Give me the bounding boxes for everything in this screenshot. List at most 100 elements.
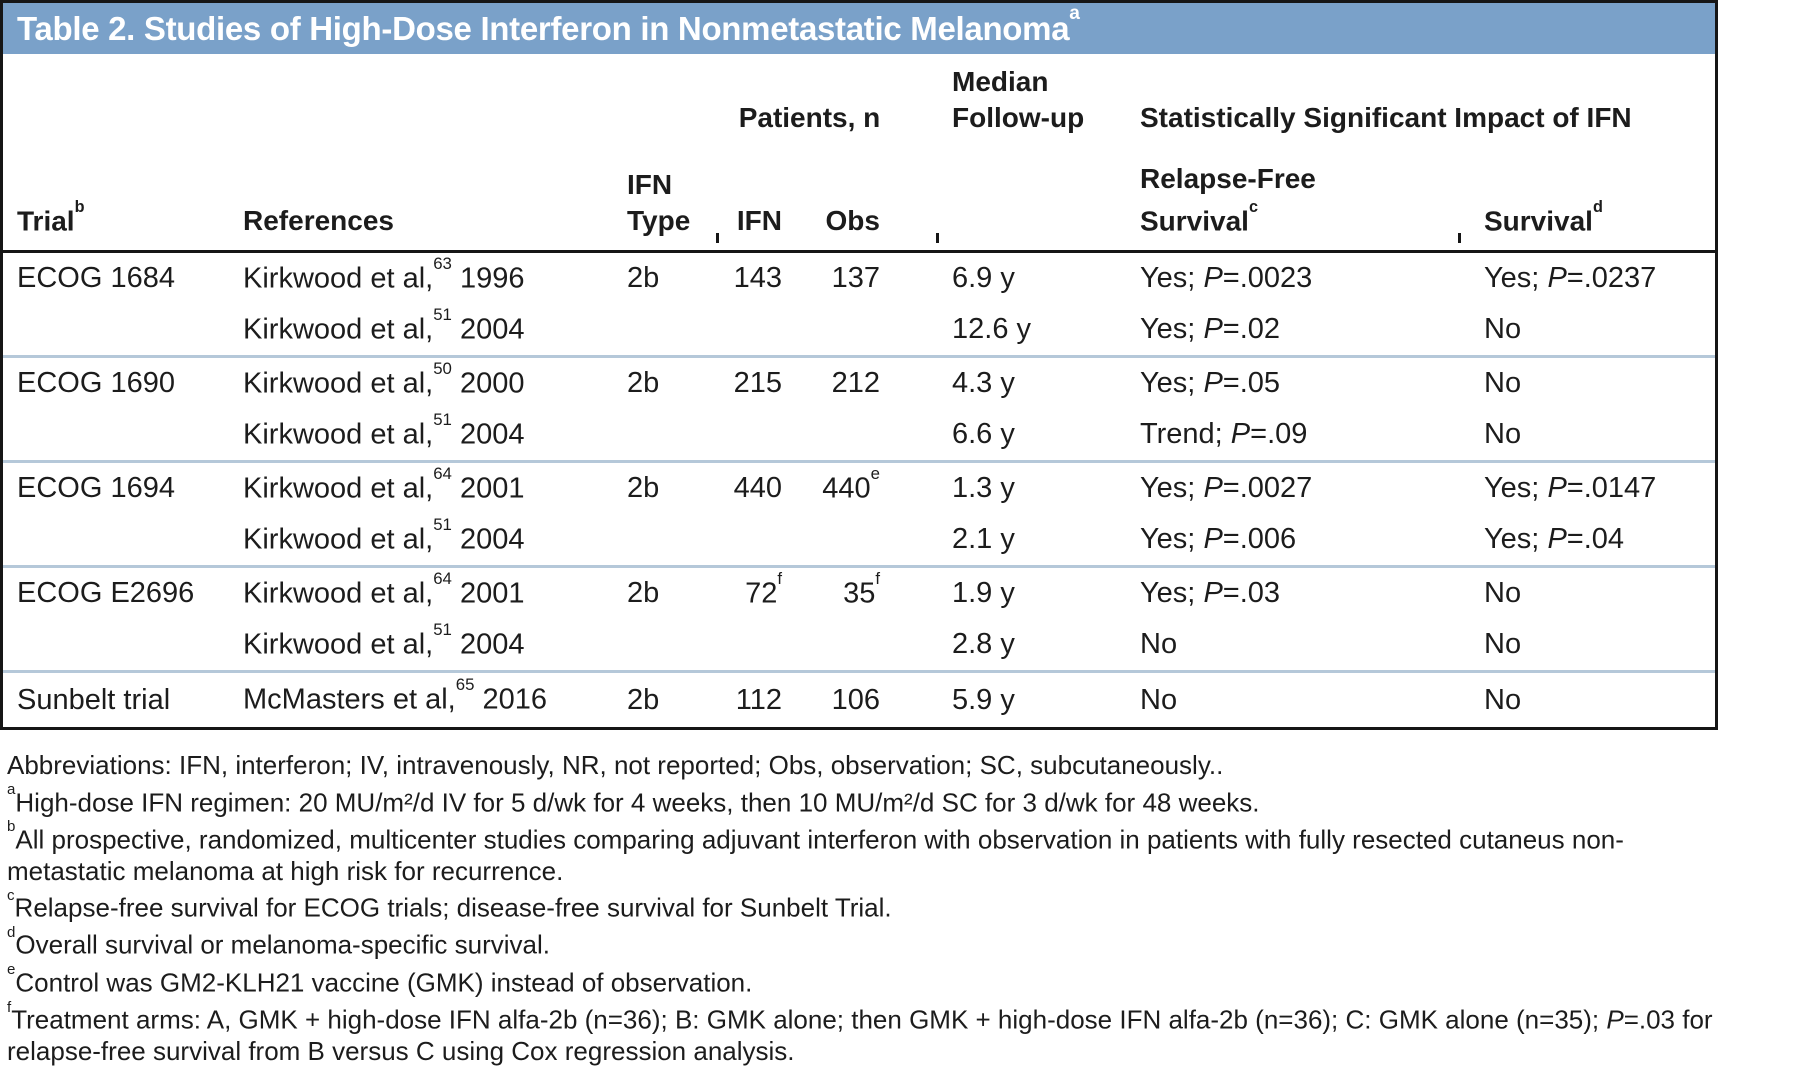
col-header-median-followup: Median Follow-up: [952, 66, 1085, 133]
table-row: Sunbelt trial McMasters et al,65 2016 2b 11…: [3, 672, 1715, 728]
footnote-line: aHigh-dose IFN regimen: 20 MU/m²/d IV fo…: [7, 781, 1260, 818]
col-group-patients: Patients, n: [738, 102, 881, 133]
reference-cell: Kirkwood et al,63 1996: [243, 253, 525, 295]
relapse-free-survival-cell: Yes; P=.006: [1140, 523, 1297, 555]
ifn-n-cell: 112: [735, 683, 782, 716]
survival-cell: Yes; P=.0237: [1484, 262, 1657, 294]
trial-cell: [3, 409, 229, 462]
trial-group: ECOG 1684 Kirkwood et al,63 1996 2b 143 137 6…: [3, 252, 1715, 357]
footnote-line: eControl was GM2-KLH21 vaccine (GMK) ins…: [7, 961, 753, 998]
table-row: Kirkwood et al,51 2004 2.1 y Yes; P=.006 Ye…: [3, 514, 1715, 567]
ifn-type-cell: 2b: [627, 683, 660, 716]
spacer-cell: [3, 54, 229, 141]
relapse-free-survival-cell: Yes; P=.02: [1140, 313, 1281, 345]
obs-n-cell: [801, 409, 906, 462]
table-title-bar: Table 2. Studies of High-Dose Interferon…: [3, 3, 1715, 54]
median-followup-cell: 6.6 y: [952, 418, 1015, 450]
median-followup-cell: 12.6 y: [952, 313, 1031, 345]
ifn-n-cell: 215: [733, 367, 782, 399]
table-row: Kirkwood et al,51 2004 12.6 y Yes; P=.02 No: [3, 304, 1715, 357]
studies-table: Patients, n Median Follow-up Statistical…: [3, 54, 1716, 728]
obs-n-cell: 212: [831, 367, 880, 399]
ifn-type-cell: [613, 619, 713, 672]
table-row: ECOG 1690 Kirkwood et al,50 2000 2b 215 212 4…: [3, 357, 1715, 410]
median-followup-cell: 4.3 y: [952, 367, 1015, 399]
ifn-type-cell: 2b: [627, 577, 660, 609]
reference-cell: Kirkwood et al,64 2001: [243, 463, 525, 505]
relapse-free-survival-cell: No: [1140, 683, 1178, 716]
relapse-free-survival-cell: Yes; P=.03: [1140, 577, 1281, 609]
table-header: Patients, n Median Follow-up Statistical…: [3, 54, 1716, 252]
footnote-line: Abbreviations: IFN, interferon; IV, intr…: [7, 750, 1224, 780]
col-header-ifn-type: IFN Type: [627, 169, 691, 236]
trial-cell: ECOG 1684: [17, 262, 175, 294]
ifn-type-cell: 2b: [627, 262, 660, 294]
obs-n-cell: 137: [831, 262, 880, 294]
obs-n-cell: 35f: [843, 568, 880, 610]
column-divider-stub: [1458, 233, 1461, 243]
reference-cell: Kirkwood et al,64 2001: [243, 568, 525, 610]
ifn-n-cell: [713, 514, 801, 567]
spacer-cell: [906, 141, 1126, 252]
reference-cell: Kirkwood et al,51 2004: [243, 619, 525, 661]
trial-group: ECOG 1694 Kirkwood et al,64 2001 2b 440 440e…: [3, 461, 1716, 567]
relapse-free-survival-cell: Yes; P=.05: [1140, 367, 1281, 399]
median-followup-cell: 6.9 y: [952, 262, 1015, 294]
spacer-cell: [613, 54, 713, 141]
trial-cell: Sunbelt trial: [17, 683, 171, 716]
ifn-n-cell: [713, 304, 801, 357]
ifn-n-cell: [713, 619, 801, 672]
survival-cell: No: [1484, 367, 1522, 399]
relapse-free-survival-cell: Trend; P=.09: [1140, 418, 1308, 450]
median-followup-cell: 2.8 y: [952, 628, 1015, 660]
trial-group: Sunbelt trial McMasters et al,65 2016 2b 11…: [3, 671, 1716, 728]
obs-n-cell: 106: [831, 683, 880, 716]
survival-cell: Yes; P=.04: [1484, 523, 1625, 555]
ifn-n-cell: 440: [733, 472, 782, 504]
obs-n-cell: 440e: [822, 463, 880, 505]
median-followup-cell: 1.3 y: [952, 472, 1015, 504]
ifn-n-cell: 72f: [745, 568, 782, 610]
median-followup-cell: 2.1 y: [952, 523, 1015, 555]
column-divider-stub: [936, 233, 939, 243]
col-group-impact: Statistically Significant Impact of IFN: [1140, 102, 1632, 133]
reference-cell: McMasters et al,65 2016: [243, 675, 547, 716]
table-row: Kirkwood et al,51 2004 2.8 y No No: [3, 619, 1715, 672]
trial-group: ECOG 1690 Kirkwood et al,50 2000 2b 215 212 4…: [3, 356, 1716, 462]
footnote-line: fTreatment arms: A, GMK + high-dose IFN …: [7, 998, 1713, 1066]
ifn-type-cell: 2b: [627, 472, 660, 504]
survival-cell: No: [1484, 577, 1522, 609]
col-header-references: References: [243, 205, 394, 236]
obs-n-cell: [801, 619, 906, 672]
median-followup-cell: 5.9 y: [952, 683, 1015, 716]
relapse-free-survival-cell: No: [1140, 628, 1178, 660]
survival-cell: Yes; P=.0147: [1484, 472, 1657, 504]
trial-cell: [3, 514, 229, 567]
footnote-line: bAll prospective, randomized, multicente…: [7, 818, 1624, 886]
trial-cell: [3, 619, 229, 672]
trial-group: ECOG E2696 Kirkwood et al,64 2001 2b 72f 35f…: [3, 566, 1716, 672]
relapse-free-survival-cell: Yes; P=.0027: [1140, 472, 1313, 504]
study-table: Table 2. Studies of High-Dose Interferon…: [0, 0, 1718, 730]
col-header-trial: Trialb: [17, 197, 85, 236]
obs-n-cell: [801, 514, 906, 567]
obs-n-cell: [801, 304, 906, 357]
table-row: ECOG 1684 Kirkwood et al,63 1996 2b 143 137 6…: [3, 252, 1715, 305]
reference-cell: Kirkwood et al,51 2004: [243, 514, 525, 556]
footnote-line: cRelapse-free survival for ECOG trials; …: [7, 887, 892, 923]
ifn-type-cell: 2b: [627, 367, 660, 399]
trial-cell: ECOG E2696: [17, 577, 195, 609]
col-header-obs-n: Obs: [825, 205, 880, 236]
median-followup-cell: 1.9 y: [952, 577, 1015, 609]
footnote-line: dOverall survival or melanoma-specific s…: [7, 924, 550, 961]
table-row: Kirkwood et al,51 2004 6.6 y Trend; P=.09 N…: [3, 409, 1715, 462]
trial-cell: ECOG 1690: [17, 367, 175, 399]
survival-cell: No: [1484, 418, 1522, 450]
reference-cell: Kirkwood et al,50 2000: [243, 358, 525, 400]
ifn-n-cell: [713, 409, 801, 462]
ifn-n-cell: 143: [733, 262, 782, 294]
col-header-ifn-n: IFN: [736, 205, 782, 236]
ifn-type-cell: [613, 514, 713, 567]
column-divider-stub: [716, 233, 719, 243]
survival-cell: No: [1484, 628, 1522, 660]
